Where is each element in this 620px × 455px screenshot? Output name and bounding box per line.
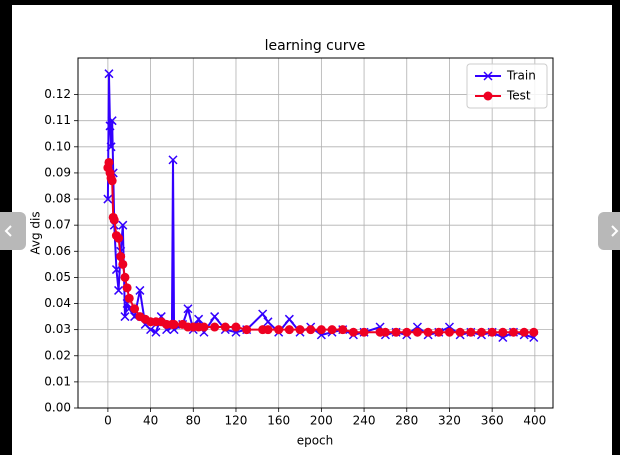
y-tick-label: 0.09 [44,165,71,179]
y-tick-label: 0.05 [44,270,71,284]
marker [183,304,193,314]
marker [135,285,145,295]
marker [359,327,369,337]
marker [114,285,124,295]
x-tick-label: 40 [143,414,158,428]
marker [434,327,444,337]
marker [327,325,337,335]
y-tick-label: 0.07 [44,218,71,232]
marker [258,309,268,319]
marker [263,317,273,327]
x-tick-label: 320 [438,414,461,428]
y-tick-label: 0.06 [44,244,71,258]
marker [423,327,433,337]
y-tick-label: 0.03 [44,322,71,336]
x-tick-label: 120 [225,414,248,428]
marker [444,327,454,337]
legend-label: Test [506,89,531,103]
x-tick-label: 360 [481,414,504,428]
legend-marker [483,91,493,101]
marker [316,325,326,335]
x-axis-label: epoch [297,434,334,448]
marker [509,327,519,337]
y-tick-label: 0.04 [44,296,71,310]
marker [402,327,412,337]
marker [169,319,179,329]
marker [231,322,241,332]
marker [391,327,401,337]
marker [466,327,476,337]
marker [120,312,130,322]
x-tick-label: 200 [310,414,333,428]
marker [104,157,114,167]
marker [109,215,119,225]
marker [118,259,128,269]
marker [498,327,508,337]
marker [210,322,220,332]
marker [274,325,284,335]
x-tick-label: 280 [395,414,418,428]
marker [120,272,130,282]
y-tick-label: 0.11 [44,113,71,127]
marker [107,116,117,126]
y-tick-label: 0.02 [44,348,71,362]
marker [220,322,230,332]
legend-marker [483,71,493,81]
chart-title: learning curve [265,38,366,54]
marker [199,322,209,332]
marker [116,252,126,262]
marker [130,304,140,314]
y-tick-label: 0.00 [44,401,71,415]
marker [348,327,358,337]
marker [476,327,486,337]
marker [118,220,128,230]
marker [295,325,305,335]
marker [124,293,134,303]
marker [111,265,121,275]
marker [122,283,132,293]
x-tick-label: 400 [523,414,546,428]
marker [194,314,204,324]
x-tick-label: 240 [353,414,376,428]
marker [105,121,115,131]
marker [529,327,539,337]
marker [284,314,294,324]
marker [338,325,348,335]
marker [104,69,114,79]
x-tick-label: 160 [267,414,290,428]
marker [103,194,113,204]
y-tick-label: 0.12 [44,87,71,101]
marker [455,327,465,337]
marker [306,325,316,335]
next-button[interactable] [598,212,620,250]
marker [114,233,124,243]
y-tick-label: 0.10 [44,139,71,153]
y-tick-label: 0.08 [44,192,71,206]
marker [168,155,178,165]
marker [380,327,390,337]
marker [284,325,294,335]
marker [210,312,220,322]
marker [519,327,529,337]
y-tick-label: 0.01 [44,374,71,388]
marker [151,327,161,337]
marker [412,327,422,337]
marker [107,176,117,186]
marker [263,325,273,335]
x-tick-label: 80 [186,414,201,428]
marker [242,325,252,335]
marker [146,325,156,335]
marker [487,327,497,337]
legend-label: Train [506,69,536,83]
prev-button[interactable] [0,212,26,250]
marker [106,142,116,152]
x-tick-label: 0 [104,414,112,428]
plot-frame [77,57,554,409]
y-axis-label: Avg dis [29,211,43,254]
